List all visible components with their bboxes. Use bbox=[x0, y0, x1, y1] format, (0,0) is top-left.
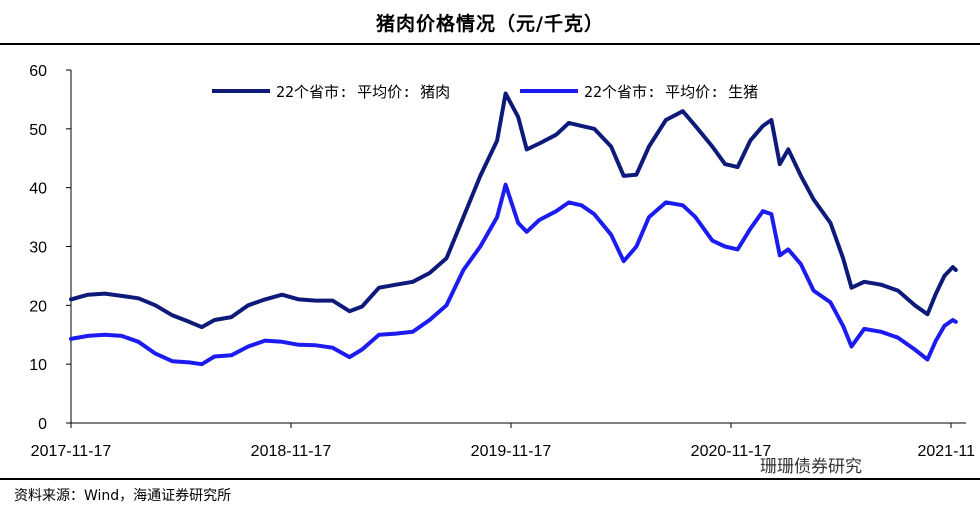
chart-title: 猪肉价格情况（元/千克） bbox=[376, 13, 604, 35]
y-tick-label: 0 bbox=[38, 416, 47, 433]
y-tick-label: 10 bbox=[29, 357, 47, 374]
x-tick-label: 2020-11-17 bbox=[691, 443, 772, 460]
chart-axes: 0 10 20 30 40 50 60 2017-11-17 2018-11-17 2019-11… bbox=[29, 63, 975, 460]
series-line-hog bbox=[69, 182, 958, 367]
x-tick-label: 2019-11-17 bbox=[471, 443, 552, 460]
y-tick-label: 40 bbox=[29, 181, 47, 198]
x-tick-label: 2021-11 bbox=[917, 443, 975, 460]
y-tick-label: 50 bbox=[29, 122, 47, 139]
y-tick-label: 20 bbox=[29, 298, 47, 315]
chart-legend: 22个省市: 平均价: 猪肉 22个省市: 平均价: 生猪 bbox=[212, 83, 758, 101]
y-tick-label: 60 bbox=[29, 63, 47, 80]
x-tick-label: 2017-11-17 bbox=[31, 443, 112, 460]
chart-series bbox=[69, 91, 958, 367]
title-divider bbox=[0, 43, 980, 45]
y-tick-label: 30 bbox=[29, 240, 47, 257]
line-chart: 0 10 20 30 40 50 60 2017-11-17 2018-11-17 2019-11… bbox=[29, 63, 975, 460]
x-tick-label: 2018-11-17 bbox=[251, 443, 332, 460]
series-line-pork bbox=[69, 91, 958, 330]
legend-label: 22个省市: 平均价: 猪肉 bbox=[276, 83, 450, 101]
footer-divider bbox=[0, 478, 980, 480]
chart-title-bar: 猪肉价格情况（元/千克） bbox=[0, 0, 980, 45]
source-note: 资料来源：Wind，海通证券研究所 bbox=[14, 488, 232, 504]
legend-label: 22个省市: 平均价: 生猪 bbox=[584, 83, 758, 101]
watermark-text: 珊珊债券研究 bbox=[760, 457, 862, 477]
